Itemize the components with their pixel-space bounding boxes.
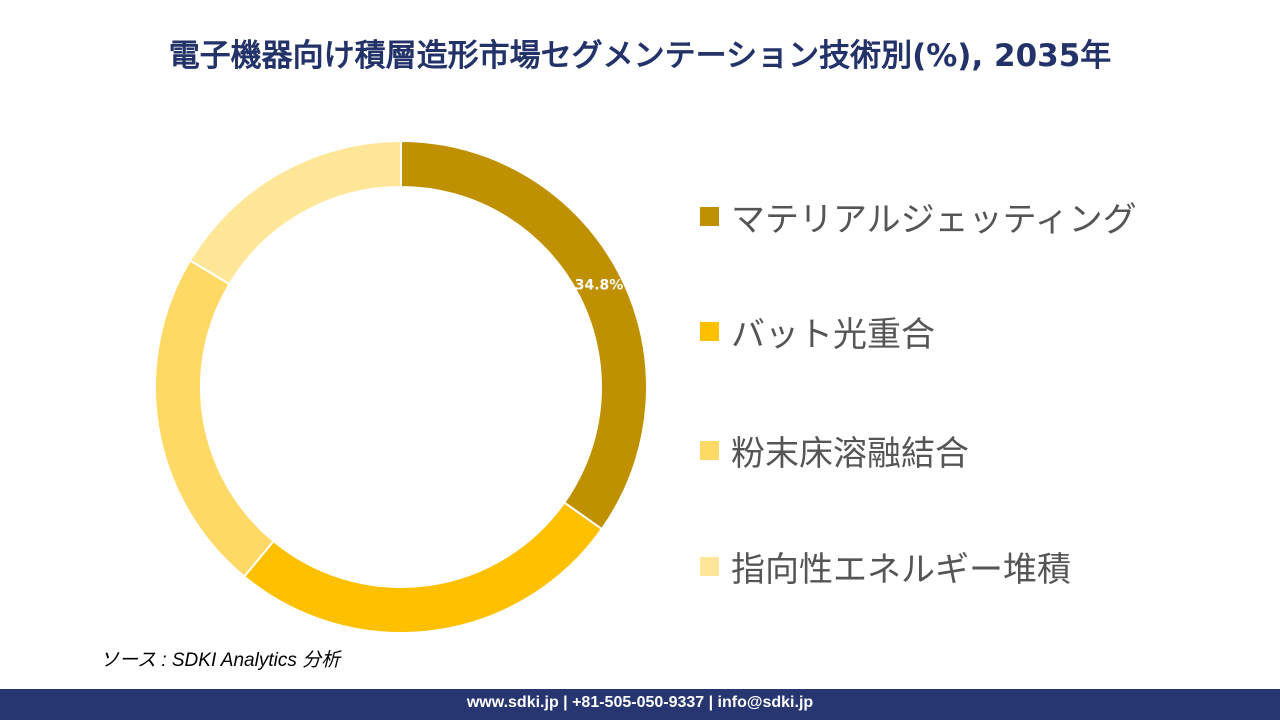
legend-item-directed-energy-deposition: 指向性エネルギー堆積: [700, 542, 1071, 591]
footer-contact: www.sdki.jp | +81-505-050-9337 | info@sd…: [466, 694, 814, 711]
legend-item-powder-bed-fusion: 粉末床溶融結合: [700, 426, 969, 475]
data-label: 34.8%: [575, 278, 624, 294]
legend-label: マテリアルジェッティング: [731, 200, 1137, 240]
legend-item-vat-photopolymerization: バット光重合: [700, 307, 935, 356]
legend-label: 指向性エネルギー堆積: [731, 550, 1071, 590]
legend-item-material-jetting: マテリアルジェッティング: [700, 192, 1137, 241]
donut-slice-3: [188, 139, 402, 286]
legend-label: バット光重合: [731, 315, 935, 355]
source-note: ソース : SDKI Analytics 分析: [100, 650, 341, 671]
donut-slice-2: [154, 259, 275, 578]
legend-swatch: [700, 207, 719, 226]
legend-swatch: [700, 557, 719, 576]
footer-bar: www.sdki.jp | +81-505-050-9337 | info@sd…: [0, 689, 1280, 720]
chart-title: 電子機器向け積層造形市場セグメンテーション技術別(%), 2035年: [168, 38, 1112, 74]
legend-swatch: [700, 322, 719, 341]
legend-label: 粉末床溶融結合: [731, 434, 969, 474]
donut-slice-1: [242, 501, 604, 634]
donut-slice-0: [400, 139, 648, 531]
legend-swatch: [700, 441, 719, 460]
